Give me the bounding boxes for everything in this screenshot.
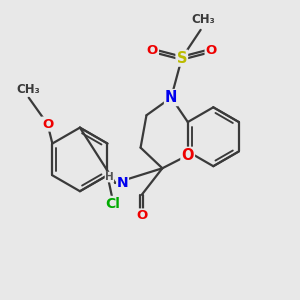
Text: N: N <box>165 90 177 105</box>
Text: CH₃: CH₃ <box>191 13 215 26</box>
Text: H: H <box>105 172 114 182</box>
Text: N: N <box>117 176 128 190</box>
Text: O: O <box>147 44 158 57</box>
Text: CH₃: CH₃ <box>17 83 40 96</box>
Text: Cl: Cl <box>105 197 120 211</box>
Text: O: O <box>182 148 194 163</box>
Text: S: S <box>176 51 187 66</box>
Text: O: O <box>42 118 53 130</box>
Text: O: O <box>136 209 147 223</box>
Text: O: O <box>206 44 217 57</box>
